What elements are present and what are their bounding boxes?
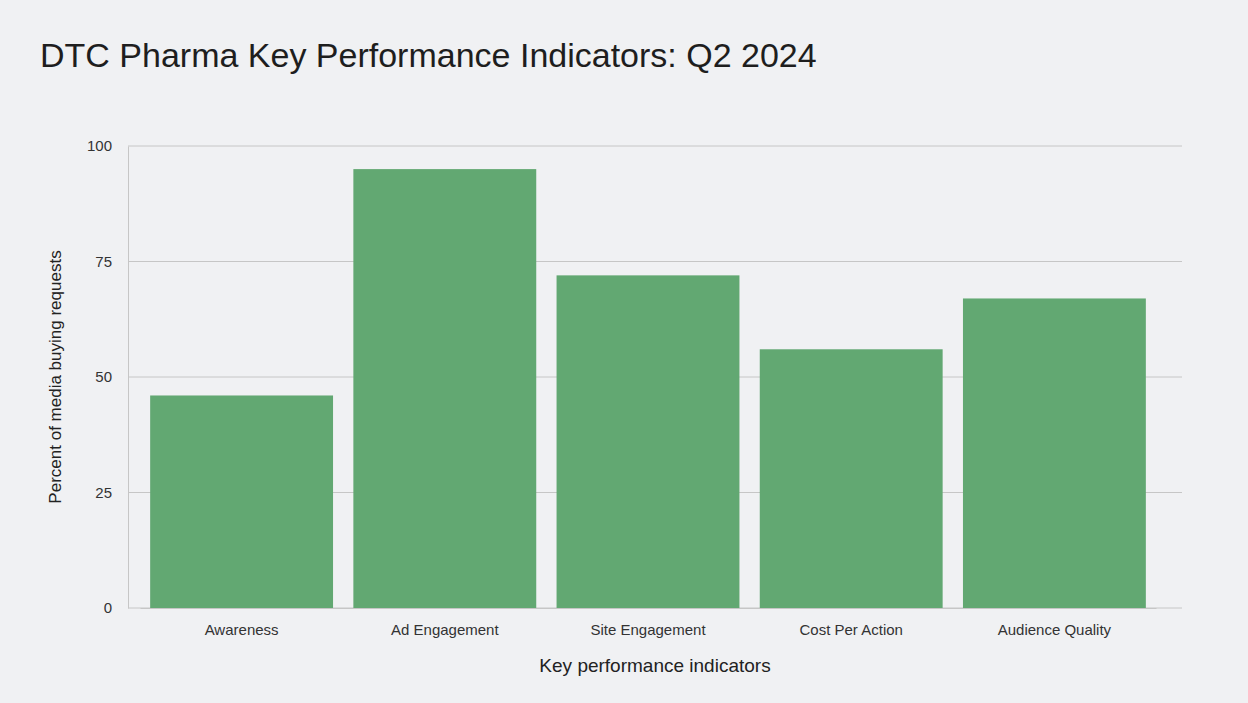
background xyxy=(0,0,1248,703)
bar xyxy=(963,298,1146,608)
grid-line xyxy=(128,261,1182,262)
x-tick-label: Site Engagement xyxy=(590,621,706,638)
x-tick-label: Ad Engagement xyxy=(391,621,499,638)
y-tick: 50 xyxy=(95,368,128,385)
y-tick: 75 xyxy=(95,253,128,270)
bars xyxy=(150,169,1146,608)
bar xyxy=(760,349,943,608)
x-tick: Site Engagement xyxy=(590,608,706,638)
y-tick: 100 xyxy=(87,137,128,154)
chart: DTC Pharma Key Performance Indicators: Q… xyxy=(0,0,1248,703)
y-tick-label: 100 xyxy=(87,137,112,154)
x-tick: Cost Per Action xyxy=(800,608,903,638)
x-axis-title: Key performance indicators xyxy=(539,655,770,676)
y-axis-title: Percent of media buying requests xyxy=(46,250,65,503)
y-tick: 0 xyxy=(104,599,128,616)
x-tick: Awareness xyxy=(205,608,279,638)
y-tick: 25 xyxy=(95,484,128,501)
x-tick: Audience Quality xyxy=(998,608,1112,638)
x-tick-label: Awareness xyxy=(205,621,279,638)
grid-line xyxy=(128,146,1182,147)
bar xyxy=(353,169,536,608)
grid xyxy=(128,146,1182,608)
bar xyxy=(557,275,740,608)
x-axis-line xyxy=(141,608,1157,609)
y-axis: 0 25 50 75 100 xyxy=(87,137,129,616)
x-axis: Awareness Ad Engagement Site Engagement Cos… xyxy=(141,608,1157,638)
bar xyxy=(150,395,333,608)
y-tick-label: 0 xyxy=(104,599,112,616)
y-axis-line xyxy=(128,147,129,609)
y-tick-label: 25 xyxy=(95,484,112,501)
x-tick-label: Cost Per Action xyxy=(800,621,903,638)
y-tick-label: 50 xyxy=(95,368,112,385)
y-tick-label: 75 xyxy=(95,253,112,270)
x-tick-label: Audience Quality xyxy=(998,621,1112,638)
x-tick: Ad Engagement xyxy=(391,608,499,638)
title: DTC Pharma Key Performance Indicators: Q… xyxy=(40,36,817,74)
